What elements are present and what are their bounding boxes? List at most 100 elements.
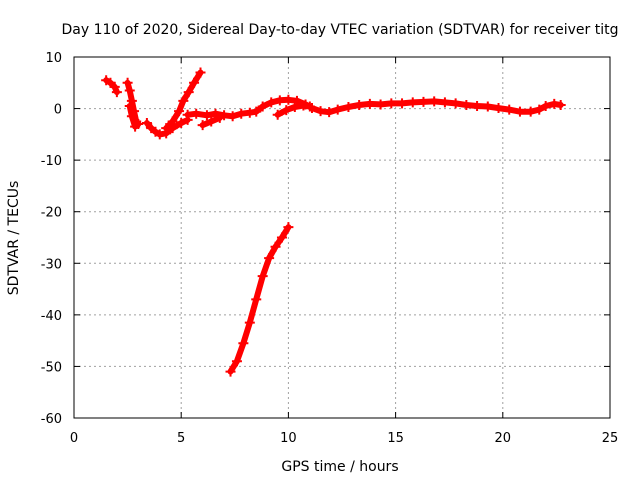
- chart-title: Day 110 of 2020, Sidereal Day-to-day VTE…: [62, 22, 619, 38]
- y-tick-label: -40: [41, 309, 62, 324]
- series-segment: [101, 75, 122, 98]
- data-point: [176, 118, 187, 129]
- x-tick-label: 5: [177, 431, 185, 446]
- data-point: [549, 98, 560, 109]
- data-point: [214, 112, 225, 123]
- data-point: [270, 241, 281, 252]
- data-point: [244, 107, 255, 118]
- plot-frame: [73, 56, 611, 419]
- data-point: [540, 100, 551, 111]
- data-point: [124, 100, 135, 111]
- data-point: [276, 232, 287, 243]
- data-point: [429, 96, 440, 107]
- data-point: [386, 98, 397, 109]
- data-point: [109, 81, 120, 92]
- data-point: [141, 118, 152, 129]
- y-tick-label: 10: [45, 51, 62, 66]
- data-point: [238, 338, 249, 349]
- data-point: [122, 77, 133, 88]
- y-tick-label: -30: [41, 257, 62, 272]
- data-point: [201, 110, 212, 121]
- data-point: [493, 103, 504, 114]
- data-point: [231, 356, 242, 367]
- series-segment: [124, 100, 141, 132]
- data-point: [283, 94, 294, 105]
- data-point: [161, 123, 172, 134]
- x-tick-label: 15: [387, 431, 404, 446]
- data-point: [534, 104, 545, 115]
- data-point: [274, 95, 285, 106]
- data-point: [482, 101, 493, 112]
- data-point: [130, 121, 141, 132]
- data-point: [315, 106, 326, 117]
- data-point: [225, 366, 236, 377]
- x-tick-label: 10: [280, 431, 297, 446]
- x-tick-label: 20: [495, 431, 512, 446]
- series-segment: [225, 222, 294, 377]
- axis-ticks: [73, 56, 611, 419]
- data-point: [461, 99, 472, 110]
- x-tick-label: 0: [70, 431, 78, 446]
- data-point: [178, 95, 189, 106]
- data-point: [555, 99, 566, 110]
- data-point: [206, 116, 217, 127]
- data-point: [525, 106, 536, 117]
- data-series: [101, 67, 566, 377]
- data-point: [281, 105, 292, 116]
- data-point: [244, 317, 255, 328]
- x-tick-labels: 0 5 10 15 20 25: [70, 431, 618, 446]
- series-segment: [141, 114, 193, 140]
- data-point: [195, 67, 206, 78]
- data-point: [251, 294, 262, 305]
- data-point: [126, 111, 137, 122]
- data-point: [514, 106, 525, 117]
- series-segment: [161, 67, 206, 134]
- data-point: [324, 107, 335, 118]
- data-point: [472, 100, 483, 111]
- y-tick-label: -10: [41, 154, 62, 169]
- data-point: [264, 253, 275, 264]
- data-point: [182, 109, 193, 120]
- data-point: [174, 106, 185, 117]
- data-point: [397, 98, 408, 109]
- data-point: [343, 102, 354, 113]
- data-point: [236, 108, 247, 119]
- y-tick-label: -60: [41, 412, 62, 427]
- y-tick-label: -20: [41, 206, 62, 221]
- series-line: [227, 224, 292, 375]
- data-point: [154, 129, 165, 140]
- data-point: [304, 101, 315, 112]
- data-point: [191, 108, 202, 119]
- data-point: [283, 222, 294, 233]
- data-point: [418, 96, 429, 107]
- data-point: [197, 120, 208, 131]
- data-point: [332, 104, 343, 115]
- data-point: [354, 99, 365, 110]
- series-line: [103, 77, 120, 96]
- data-point: [289, 102, 300, 113]
- y-tick-labels: -60 -50 -40 -30 -20 -10 0 10: [41, 51, 62, 427]
- x-tick-label: 25: [602, 431, 619, 446]
- data-point: [450, 98, 461, 109]
- data-point: [364, 98, 375, 109]
- data-point: [189, 77, 200, 88]
- data-point: [227, 111, 238, 122]
- data-point: [183, 87, 194, 98]
- data-point: [272, 109, 283, 120]
- data-point: [298, 100, 309, 111]
- y-tick-label: -50: [41, 360, 62, 375]
- data-point: [375, 99, 386, 110]
- data-point: [407, 97, 418, 108]
- data-point: [111, 87, 122, 98]
- data-point: [257, 271, 268, 282]
- series-segment: [197, 112, 225, 131]
- data-point: [257, 101, 268, 112]
- y-tick-label: 0: [54, 103, 62, 118]
- data-point: [124, 85, 135, 96]
- data-point: [266, 97, 277, 108]
- x-axis-label: GPS time / hours: [281, 459, 398, 475]
- series-segment: [272, 100, 315, 120]
- data-point: [167, 116, 178, 127]
- data-point: [504, 104, 515, 115]
